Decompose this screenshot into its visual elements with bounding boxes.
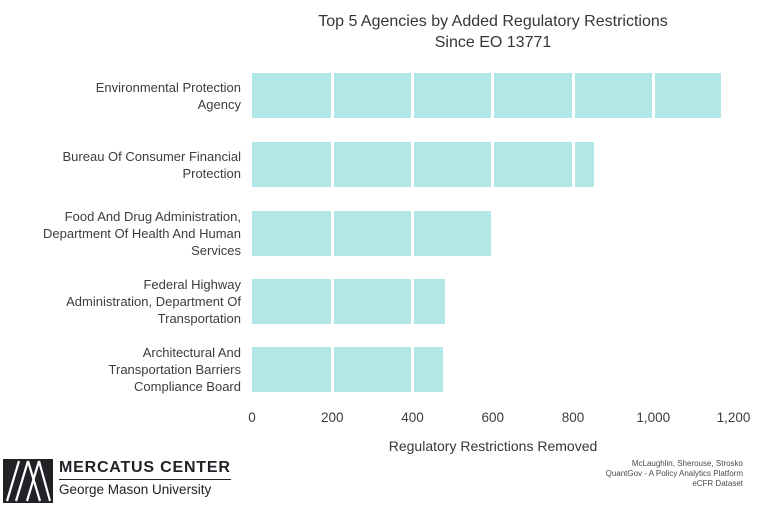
gridline <box>330 73 334 392</box>
source-credits: McLaughlin, Sherouse, Strosko QuantGov -… <box>606 459 743 489</box>
bar <box>252 211 493 256</box>
credit-platform: QuantGov - A Policy Analytics Platform <box>605 469 743 478</box>
bar <box>252 347 444 392</box>
category-label: Federal Highway Administration, Departme… <box>0 277 241 326</box>
mercatus-logo: MERCATUS CENTER George Mason University <box>3 459 231 505</box>
logo-university-name: George Mason University <box>59 482 212 497</box>
mercatus-logo-text: MERCATUS CENTER George Mason University <box>59 459 231 499</box>
x-tick-label: 1,200 <box>716 410 751 425</box>
x-tick-label: 400 <box>401 410 424 425</box>
bar <box>252 73 722 118</box>
credit-authors: McLaughlin, Sherouse, Strosko <box>631 459 743 468</box>
gridline <box>651 73 655 392</box>
x-tick-label: 800 <box>561 410 585 425</box>
category-label: Architectural And Transportation Barrier… <box>0 345 241 394</box>
category-label-text: Architectural And Transportation Barrier… <box>108 345 241 394</box>
x-tick-label: 0 <box>248 410 256 425</box>
x-axis-title: Regulatory Restrictions Removed <box>388 438 598 454</box>
credit-dataset: eCFR Dataset <box>692 479 743 488</box>
category-label-text: Food And Drug Administration, Department… <box>43 209 241 258</box>
category-label-text: Federal Highway Administration, Departme… <box>66 277 241 326</box>
logo-org-name: MERCATUS CENTER <box>59 459 231 480</box>
bar <box>252 142 595 187</box>
category-label: Environmental Protection Agency <box>0 73 241 118</box>
bar <box>252 279 445 324</box>
category-label: Bureau Of Consumer Financial Protection <box>0 142 241 187</box>
gridline <box>732 73 735 392</box>
chart-title: Top 5 Agencies by Added Regulatory Restr… <box>318 13 668 51</box>
mercatus-logo-mark-icon <box>3 459 53 505</box>
x-tick-label: 1,000 <box>636 410 671 425</box>
gridline <box>491 73 495 392</box>
category-label: Food And Drug Administration, Department… <box>0 209 241 258</box>
gridline <box>411 73 414 392</box>
x-tick-label: 600 <box>481 410 505 425</box>
category-label-text: Environmental Protection Agency <box>95 79 241 112</box>
x-tick-label: 200 <box>320 410 344 425</box>
gridline <box>571 73 575 392</box>
category-label-text: Bureau Of Consumer Financial Protection <box>62 148 241 181</box>
